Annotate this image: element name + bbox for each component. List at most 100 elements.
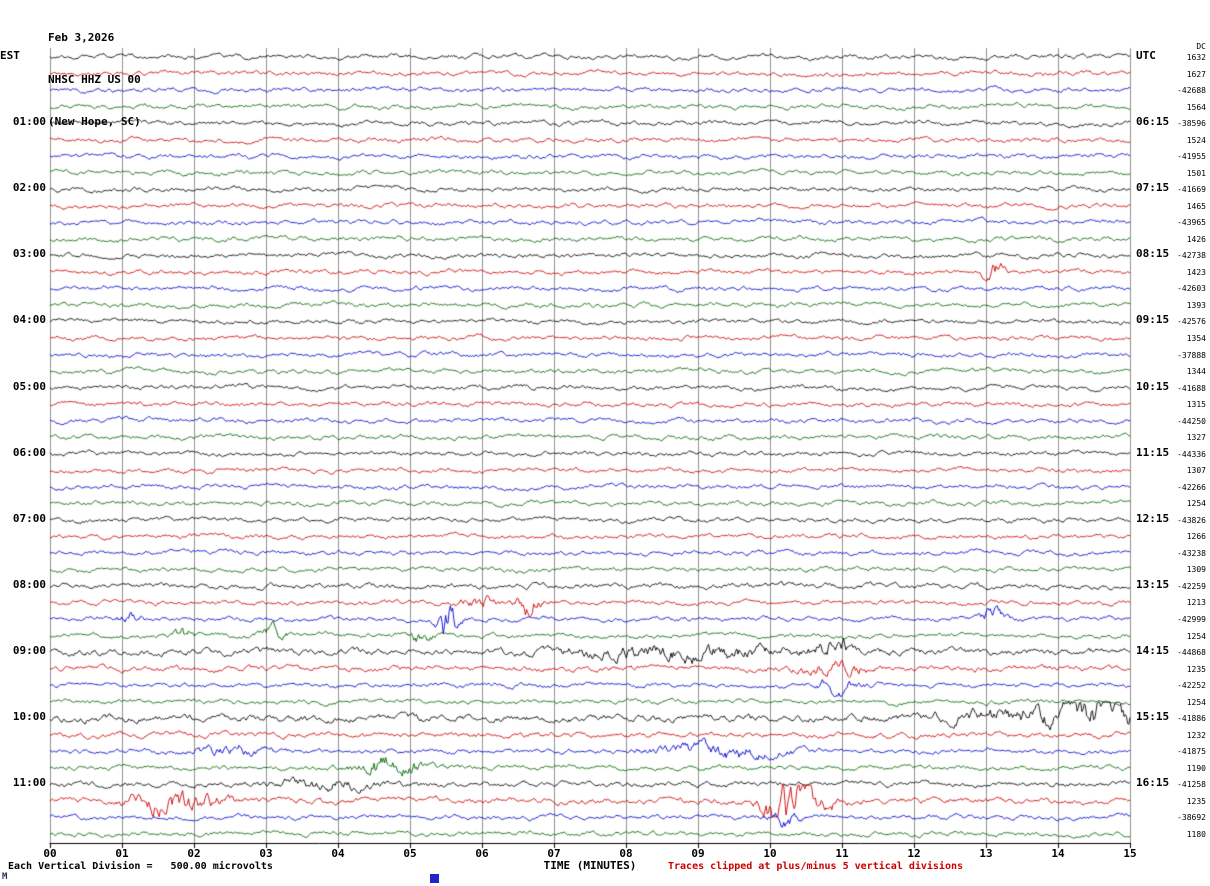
x-tick-label: 00: [43, 847, 57, 860]
utc-hour-label: 06:15: [1136, 115, 1170, 129]
dc-value: 1254: [1186, 697, 1206, 707]
dc-value: -42688: [1177, 86, 1206, 96]
dc-value: 1180: [1186, 829, 1206, 839]
utc-header: UTC: [1136, 49, 1156, 62]
utc-hour-label: 16:15: [1136, 776, 1170, 790]
dc-value: 1213: [1186, 598, 1206, 608]
x-tick-label: 14: [1051, 847, 1065, 860]
dc-value: -41886: [1177, 714, 1206, 724]
dc-value: 1266: [1186, 532, 1206, 542]
dc-value: 1190: [1186, 763, 1206, 773]
dc-value: -42999: [1177, 615, 1206, 625]
dc-value: 1627: [1186, 69, 1206, 79]
dc-value: -42576: [1177, 317, 1206, 327]
dc-value: 1254: [1186, 499, 1206, 509]
dc-value: 1232: [1186, 730, 1206, 740]
x-tick-label: 07: [547, 847, 561, 860]
dc-value: 1235: [1186, 796, 1206, 806]
dc-value: -42259: [1177, 581, 1206, 591]
blue-square-marker: [430, 874, 439, 883]
header-station: NHSC HHZ US 00: [48, 73, 141, 86]
dc-value: -38596: [1177, 119, 1206, 129]
dc-value: 1632: [1186, 53, 1206, 62]
dc-value: -44868: [1177, 648, 1206, 658]
dc-value: 1564: [1186, 102, 1206, 112]
utc-hour-label: 08:15: [1136, 247, 1170, 261]
x-tick-label: 09: [691, 847, 705, 860]
header-date: Feb 3,2026: [48, 31, 115, 44]
utc-hour-label: 14:15: [1136, 644, 1170, 658]
scale-note: Each Vertical Division = 500.00 microvol…: [8, 861, 273, 872]
clip-note: Traces clipped at plus/minus 5 vertical …: [668, 861, 964, 872]
dc-value: -44336: [1177, 449, 1206, 459]
est-hour-label: 03:00: [12, 247, 46, 261]
dc-value: -43238: [1177, 548, 1206, 558]
dc-value: 1393: [1186, 300, 1206, 310]
utc-hour-label: 10:15: [1136, 379, 1170, 393]
x-tick-label: 01: [115, 847, 129, 860]
dc-value: -42603: [1177, 284, 1206, 294]
dc-value: -38692: [1177, 813, 1206, 823]
dc-value: -41669: [1177, 185, 1206, 195]
est-hour-label: 10:00: [12, 710, 46, 724]
dc-value: 1423: [1186, 267, 1206, 277]
est-hour-label: 01:00: [12, 115, 46, 129]
dc-value: -42252: [1177, 681, 1206, 691]
x-tick-label: 10: [763, 847, 777, 860]
utc-hour-label: 13:15: [1136, 577, 1170, 591]
dc-value: 1524: [1186, 135, 1206, 145]
utc-hour-label: 15:15: [1136, 710, 1170, 724]
utc-hour-label: 07:15: [1136, 181, 1170, 195]
dc-value: 1354: [1186, 334, 1206, 343]
dc-value: -41955: [1177, 152, 1206, 162]
est-header: EST: [0, 49, 20, 62]
x-tick-label: 08: [619, 847, 633, 860]
dc-header: DC: [1196, 42, 1206, 51]
dc-value: 1501: [1186, 168, 1206, 178]
x-tick-label: 15: [1123, 847, 1137, 860]
x-tick-label: 13: [979, 847, 993, 860]
x-tick-label: 06: [475, 847, 489, 860]
dc-value: -41875: [1177, 747, 1206, 757]
header: Feb 3,2026 NHSC HHZ US 00 (New Hope, SC): [48, 3, 141, 157]
utc-hour-label: 09:15: [1136, 313, 1170, 327]
dc-value: 1254: [1186, 631, 1206, 641]
dc-value: 1327: [1186, 433, 1206, 443]
x-axis-title: TIME (MINUTES): [543, 859, 637, 872]
dc-value: -41258: [1177, 780, 1206, 790]
est-hour-label: 04:00: [12, 313, 46, 327]
dc-value: -41688: [1177, 383, 1206, 393]
dc-value: -42738: [1177, 251, 1206, 261]
dc-value: -43965: [1177, 218, 1206, 228]
x-tick-label: 12: [907, 847, 921, 860]
dc-value: -37888: [1177, 350, 1206, 360]
x-tick-label: 05: [403, 847, 417, 860]
utc-hour-label: 11:15: [1136, 445, 1170, 459]
header-location: (New Hope, SC): [48, 115, 141, 128]
x-tick-label: 11: [835, 847, 849, 860]
x-tick-label: 03: [259, 847, 273, 860]
utc-hour-label: 12:15: [1136, 511, 1170, 525]
x-tick-label: 04: [331, 847, 345, 860]
est-hour-label: 02:00: [12, 181, 46, 195]
x-tick-label: 02: [187, 847, 201, 860]
dc-value: -42266: [1177, 482, 1206, 492]
est-hour-label: 05:00: [12, 379, 46, 393]
dc-value: 1465: [1186, 201, 1206, 211]
dc-value: 1307: [1186, 466, 1206, 476]
dc-value: 1344: [1186, 367, 1206, 377]
est-hour-label: 06:00: [12, 445, 46, 459]
corner-mark: M: [2, 872, 8, 882]
est-hour-label: 07:00: [12, 511, 46, 525]
dc-value: -44250: [1177, 416, 1206, 426]
dc-value: 1309: [1186, 565, 1206, 575]
dc-value: 1426: [1186, 234, 1206, 244]
est-hour-label: 08:00: [12, 577, 46, 591]
est-hour-label: 09:00: [12, 644, 46, 658]
dc-value: -43826: [1177, 515, 1206, 525]
dc-value: 1315: [1186, 400, 1206, 410]
est-hour-label: 11:00: [12, 776, 46, 790]
dc-value: 1235: [1186, 664, 1206, 674]
